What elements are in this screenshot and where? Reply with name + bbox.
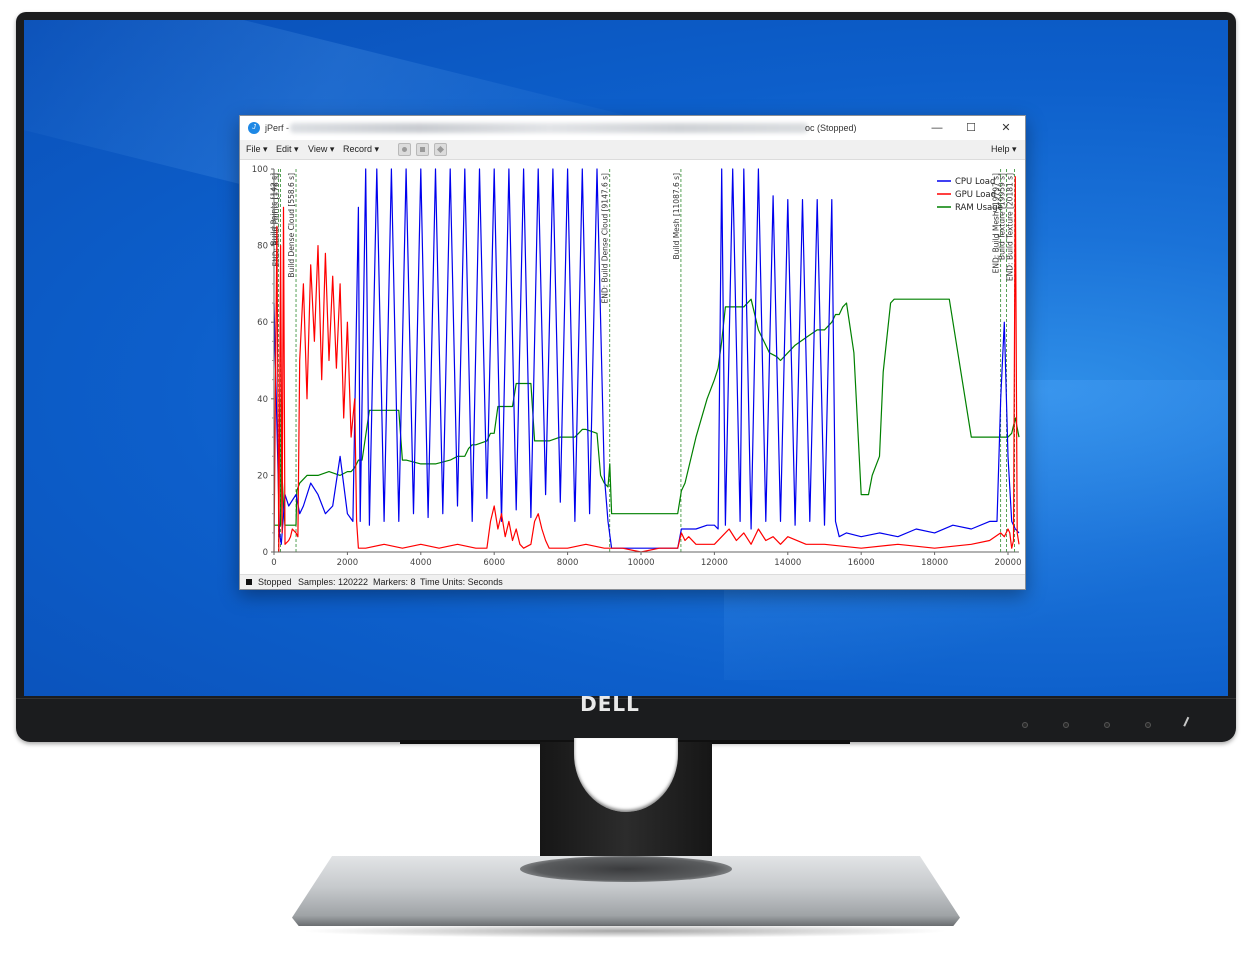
menu-record[interactable]: Record ▾ <box>343 144 380 154</box>
close-button[interactable]: ✕ <box>1001 122 1011 134</box>
marker-label: Build Texture [19959 s] <box>998 173 1007 260</box>
series-line-gpu-load <box>273 176 1020 553</box>
series-line-cpu-load <box>273 168 1020 549</box>
status-bar: Stopped Samples: 120222 Markers: 8 Time … <box>240 574 1025 589</box>
x-tick-label: 0 <box>271 558 276 568</box>
marker-label: END: Build Points [176 s] <box>271 173 280 267</box>
monitor-button-1[interactable] <box>1022 722 1028 728</box>
maximize-button[interactable]: ☐ <box>966 122 976 134</box>
window-title-prefix: jPerf - <box>265 123 290 133</box>
marker-label: END: Build Mesh [19797 s] <box>992 173 1001 273</box>
status-samples: Samples: 120222 <box>298 577 369 587</box>
y-tick-label: 80 <box>257 242 268 252</box>
minimize-button[interactable]: — <box>931 122 943 134</box>
performance-chart[interactable]: Build Points [142 s]END: Build Points [1… <box>240 161 1025 574</box>
legend-label: RAM Usage <box>955 203 1003 213</box>
stop-icon[interactable] <box>416 143 429 156</box>
marker-label: END: Build Dense Cloud [9147.6 s] <box>601 173 610 304</box>
clear-icon[interactable] <box>434 143 447 156</box>
x-tick-label: 10000 <box>627 558 654 568</box>
menu-file[interactable]: File ▾ <box>246 144 268 154</box>
title-bar[interactable]: J jPerf - oc (Stopped) — ☐ ✕ <box>240 116 1025 140</box>
record-icon[interactable] <box>398 143 411 156</box>
x-tick-label: 4000 <box>410 558 432 568</box>
monitor-button-3[interactable] <box>1104 722 1110 728</box>
stand-shadow <box>300 924 950 938</box>
y-tick-label: 20 <box>257 471 268 481</box>
series-line-ram-usage <box>274 298 1020 526</box>
x-tick-label: 18000 <box>921 558 948 568</box>
dell-logo: DELL <box>580 692 640 716</box>
x-tick-label: 2000 <box>337 558 359 568</box>
stopped-icon <box>246 579 252 585</box>
y-tick-label: 100 <box>252 165 268 175</box>
jperf-window[interactable]: J jPerf - oc (Stopped) — ☐ ✕ File ▾ Edit… <box>239 115 1026 590</box>
y-tick-label: 60 <box>257 318 268 328</box>
status-markers: Markers: 8 <box>373 577 416 587</box>
y-tick-label: 40 <box>257 395 268 405</box>
x-tick-label: 20000 <box>994 558 1021 568</box>
x-tick-label: 6000 <box>483 558 505 568</box>
legend-label: GPU Load <box>955 190 996 200</box>
window-title-status: oc (Stopped) <box>805 123 857 133</box>
jperf-app-icon: J <box>248 122 260 134</box>
marker-label: Build Mesh [11087.6 s] <box>672 173 681 260</box>
menu-help[interactable]: Help ▾ <box>991 144 1017 154</box>
status-state: Stopped <box>258 577 292 587</box>
marker-label: Build Dense Cloud [558.6 s] <box>287 173 296 278</box>
x-tick-label: 16000 <box>848 558 875 568</box>
y-tick-label: 0 <box>263 548 268 558</box>
menu-view[interactable]: View ▾ <box>308 144 335 154</box>
window-title-redacted <box>290 123 808 133</box>
legend-label: CPU Load <box>955 177 995 187</box>
monitor-button-2[interactable] <box>1063 722 1069 728</box>
chart-svg: Build Points [142 s]END: Build Points [1… <box>252 165 1022 568</box>
monitor-bezel-chin <box>16 698 1236 742</box>
x-tick-label: 8000 <box>557 558 579 568</box>
x-tick-label: 14000 <box>774 558 801 568</box>
x-tick-label: 12000 <box>701 558 728 568</box>
marker-label: END: Build Texture [20181 s] <box>1006 173 1015 281</box>
monitor-button-4[interactable] <box>1145 722 1151 728</box>
menu-bar: File ▾ Edit ▾ View ▾ Record ▾ Help ▾ <box>240 140 1025 160</box>
status-time-units: Time Units: Seconds <box>420 577 503 587</box>
menu-edit[interactable]: Edit ▾ <box>276 144 299 154</box>
stand-neck-foot <box>520 856 732 882</box>
